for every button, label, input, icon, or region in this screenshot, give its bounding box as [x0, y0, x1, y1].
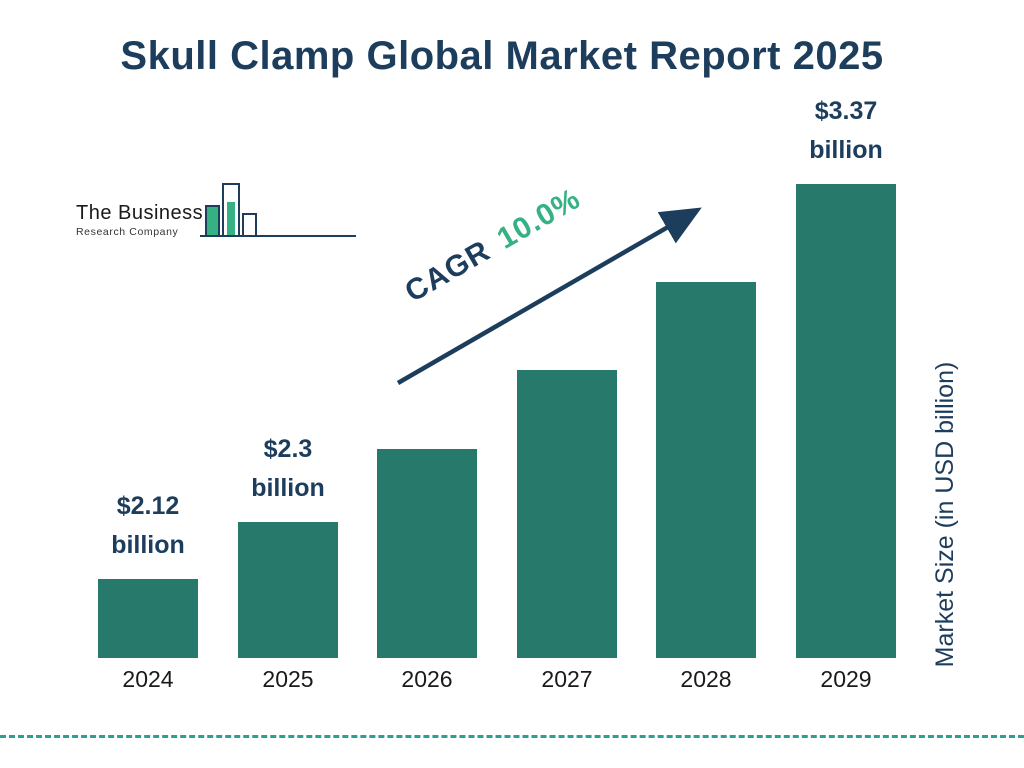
bar-2024: [98, 579, 198, 658]
page-title: Skull Clamp Global Market Report 2025: [120, 34, 884, 78]
bar-2027: [517, 370, 617, 658]
logo-name: The Business: [76, 202, 204, 224]
company-logo: The Business Research Company: [76, 178, 356, 248]
x-tick-label-2026: 2026: [401, 666, 453, 692]
x-tick-label-2025: 2025: [262, 666, 314, 692]
cagr-annotation: CAGR10.0%: [400, 182, 587, 310]
footer-dashed-divider: [0, 735, 1024, 738]
bar-2028: [656, 282, 756, 658]
x-tick-label-2024: 2024: [122, 666, 174, 692]
bar-value-label-2024: $2.12 billion: [111, 492, 185, 559]
x-tick-label-2029: 2029: [820, 666, 872, 692]
cagr-label: CAGR: [399, 234, 496, 309]
bar-2029: [796, 184, 896, 658]
bar-value-label-2029: $3.37 billion: [809, 97, 883, 164]
bar-2026: [377, 449, 477, 658]
bar-chart-logo-icon: [198, 178, 358, 249]
x-tick-label-2027: 2027: [541, 666, 593, 692]
bar-value-label-2025: $2.3 billion: [251, 435, 325, 502]
logo-subname: Research Company: [76, 226, 179, 238]
bar-2025: [238, 522, 338, 658]
x-tick-label-2028: 2028: [680, 666, 732, 692]
y-axis-label: Market Size (in USD billion): [931, 361, 960, 668]
company-logo-text: The Business Research Company: [76, 202, 203, 238]
cagr-value: 10.0%: [491, 182, 587, 256]
